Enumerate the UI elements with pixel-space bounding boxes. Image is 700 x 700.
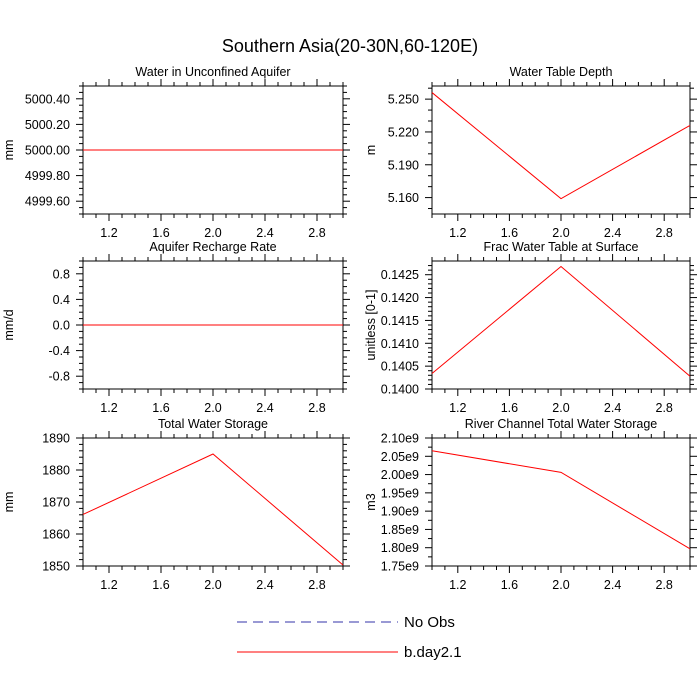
x-tick-label: 2.8 — [308, 578, 325, 592]
x-tick-label: 1.2 — [449, 578, 466, 592]
x-tick-label: 2.8 — [656, 226, 673, 240]
plot-frame — [82, 437, 344, 567]
series-line-b.day2.1 — [431, 450, 691, 550]
y-tick-label: 2.10e9 — [381, 432, 419, 446]
x-tick-label: 1.6 — [152, 226, 169, 240]
plot-frame — [431, 260, 691, 390]
y-tick-label: 0.4 — [53, 293, 70, 307]
y-tick-label: 5000.40 — [25, 92, 70, 106]
y-tick-label: 2.05e9 — [381, 450, 419, 464]
series-line-b.day2.1 — [431, 265, 691, 377]
y-tick-label: 5000.20 — [25, 118, 70, 132]
y-axis-label: mm — [2, 492, 16, 513]
y-tick-label: 5.250 — [388, 93, 419, 107]
series-line-b.day2.1 — [82, 453, 344, 566]
panel-5: Total Water Storage 1.2 1.6 2.0 2.4 2.8 1850 18… — [2, 417, 350, 592]
y-tick-label: 5000.00 — [25, 144, 70, 158]
plot-frame — [431, 85, 691, 215]
x-tick-label: 1.2 — [449, 226, 466, 240]
y-axis-label: unitless [0-1] — [364, 290, 378, 361]
series-line-b.day2.1 — [431, 92, 691, 200]
x-tick-label: 2.0 — [552, 401, 569, 415]
y-tick-label: 5.160 — [388, 191, 419, 205]
x-tick-label: 2.8 — [308, 401, 325, 415]
x-tick-label: 1.2 — [449, 401, 466, 415]
x-tick-label: 1.6 — [152, 401, 169, 415]
panel-title: Water in Unconfined Aquifer — [135, 65, 290, 79]
y-tick-label: 0.1415 — [381, 314, 419, 328]
y-tick-label: 1890 — [42, 432, 70, 446]
y-tick-label: -0.8 — [48, 370, 70, 384]
x-tick-label: 1.6 — [501, 226, 518, 240]
y-tick-label: 5.190 — [388, 158, 419, 172]
x-tick-label: 2.0 — [204, 578, 221, 592]
y-tick-label: 4999.80 — [25, 169, 70, 183]
y-tick-label: 5.220 — [388, 125, 419, 139]
x-tick-label: 2.8 — [656, 578, 673, 592]
x-tick-label: 2.4 — [604, 226, 621, 240]
y-tick-label: 1860 — [42, 528, 70, 542]
legend: No Obs b.day2.1 — [237, 614, 462, 661]
panel-2: Water Table Depth 1.2 1.6 2.0 2.4 2.8 5.160 5.1… — [364, 65, 697, 240]
legend-no-obs-label: No Obs — [404, 614, 455, 631]
x-tick-label: 1.2 — [100, 578, 117, 592]
panel-1: Water in Unconfined Aquifer 1.2 1.6 2.0 2.4 2… — [2, 65, 350, 240]
y-tick-label: 1.75e9 — [381, 560, 419, 574]
x-tick-label: 2.8 — [656, 401, 673, 415]
y-axis-label: mm — [2, 140, 16, 161]
x-tick-label: 2.0 — [552, 226, 569, 240]
panel-title: Water Table Depth — [510, 65, 613, 79]
x-tick-label: 2.4 — [256, 578, 273, 592]
y-axis-label: mm/d — [2, 309, 16, 340]
panel-title: River Channel Total Water Storage — [465, 417, 658, 431]
y-axis-label: m — [364, 145, 378, 155]
legend-model-label: b.day2.1 — [404, 644, 462, 661]
panel-title: Frac Water Table at Surface — [484, 240, 639, 254]
x-tick-label: 1.6 — [501, 578, 518, 592]
y-tick-label: 0.1405 — [381, 360, 419, 374]
panel-3: Aquifer Recharge Rate 1.2 1.6 2.0 2.4 2.8 -0.8… — [2, 240, 350, 415]
y-tick-label: 4999.60 — [25, 195, 70, 209]
y-tick-label: 0.8 — [53, 267, 70, 281]
y-tick-label: 1.95e9 — [381, 486, 419, 500]
x-tick-label: 2.0 — [552, 578, 569, 592]
y-tick-label: 0.0 — [53, 319, 70, 333]
x-tick-label: 2.4 — [256, 401, 273, 415]
x-tick-label: 2.8 — [308, 226, 325, 240]
x-tick-label: 1.6 — [501, 401, 518, 415]
y-tick-label: 0.1400 — [381, 383, 419, 397]
y-tick-label: 1870 — [42, 496, 70, 510]
x-tick-label: 1.2 — [100, 401, 117, 415]
x-tick-label: 2.0 — [204, 401, 221, 415]
x-tick-label: 1.2 — [100, 226, 117, 240]
x-tick-label: 2.4 — [604, 578, 621, 592]
figure-title: Southern Asia(20-30N,60-120E) — [222, 36, 478, 56]
y-tick-label: 1.85e9 — [381, 523, 419, 537]
panel-4: Frac Water Table at Surface 1.2 1.6 2.0 2.4 2… — [364, 240, 697, 415]
x-tick-label: 2.4 — [604, 401, 621, 415]
y-tick-label: -0.4 — [48, 344, 70, 358]
x-tick-label: 2.0 — [204, 226, 221, 240]
x-tick-label: 2.4 — [256, 226, 273, 240]
y-tick-label: 1.80e9 — [381, 541, 419, 555]
y-tick-label: 1850 — [42, 560, 70, 574]
y-axis-label: m3 — [364, 493, 378, 510]
y-tick-label: 0.1420 — [381, 291, 419, 305]
panel-6: River Channel Total Water Storage 1.2 1.6 2… — [364, 417, 697, 592]
y-tick-label: 2.00e9 — [381, 468, 419, 482]
panel-title: Total Water Storage — [158, 417, 268, 431]
panel-title: Aquifer Recharge Rate — [149, 240, 276, 254]
y-tick-label: 1880 — [42, 464, 70, 478]
y-tick-label: 0.1410 — [381, 337, 419, 351]
y-tick-label: 1.90e9 — [381, 505, 419, 519]
y-tick-label: 0.1425 — [381, 268, 419, 282]
x-tick-label: 1.6 — [152, 578, 169, 592]
